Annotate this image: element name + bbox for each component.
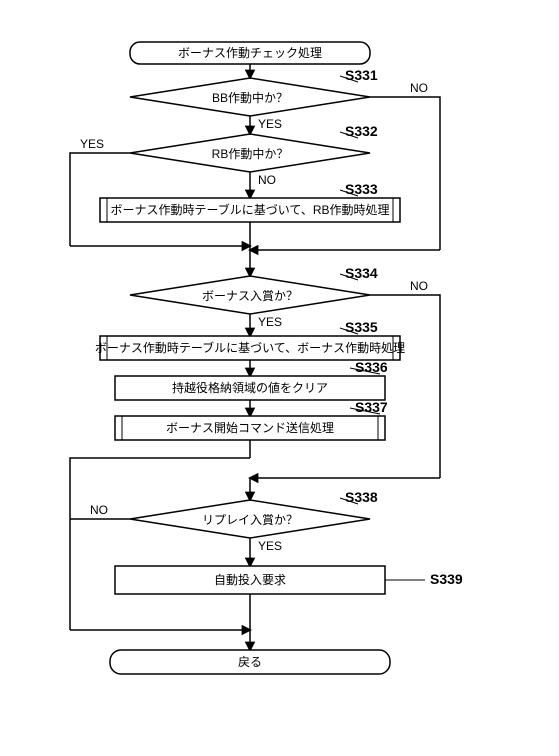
p339-label: S339 bbox=[430, 571, 463, 587]
p335-text: ボーナス作動時テーブルに基づいて、ボーナス作動時処理 bbox=[95, 340, 405, 355]
terminator-start: ボーナス作動チェック処理 bbox=[130, 42, 370, 64]
terminator-return: 戻る bbox=[110, 650, 390, 674]
d332-yes: YES bbox=[80, 137, 104, 151]
p333-label: S333 bbox=[345, 181, 378, 197]
d331-text: BB作動中か？ bbox=[212, 90, 288, 105]
process-s337: ボーナス開始コマンド送信処理 S337 bbox=[115, 399, 388, 440]
d334-no: NO bbox=[410, 279, 428, 293]
d331-label: S331 bbox=[345, 67, 378, 83]
d334-text: ボーナス入賞か？ bbox=[202, 289, 298, 303]
p339-text: 自動投入要求 bbox=[214, 572, 286, 587]
process-s339: 自動投入要求 S339 bbox=[115, 566, 463, 594]
d331-no: NO bbox=[410, 81, 428, 95]
start-text: ボーナス作動チェック処理 bbox=[178, 46, 322, 60]
decision-s332: RB作動中か？ S332 bbox=[130, 123, 378, 172]
flowchart: ボーナス作動チェック処理 BB作動中か？ S331 YES NO RB作動中か？… bbox=[0, 0, 559, 756]
d338-yes: YES bbox=[258, 539, 282, 553]
decision-s331: BB作動中か？ S331 bbox=[130, 67, 378, 116]
p336-text: 持越役格納領域の値をクリア bbox=[172, 380, 328, 395]
return-text: 戻る bbox=[238, 655, 262, 669]
p333-text: ボーナス作動時テーブルに基づいて、RB作動時処理 bbox=[111, 202, 390, 217]
d331-yes: YES bbox=[258, 117, 282, 131]
d338-text: リプレイ入賞か？ bbox=[202, 513, 298, 527]
process-s336: 持越役格納領域の値をクリア S336 bbox=[115, 359, 388, 400]
d332-no: NO bbox=[258, 173, 276, 187]
d334-label: S334 bbox=[345, 265, 378, 281]
p337-text: ボーナス開始コマンド送信処理 bbox=[166, 420, 334, 435]
decision-s334: ボーナス入賞か？ S334 bbox=[130, 265, 378, 314]
p335-label: S335 bbox=[345, 319, 378, 335]
d332-label: S332 bbox=[345, 123, 378, 139]
d338-label: S338 bbox=[345, 489, 378, 505]
d338-no: NO bbox=[90, 503, 108, 517]
d332-text: RB作動中か？ bbox=[212, 146, 289, 161]
decision-s338: リプレイ入賞か？ S338 bbox=[130, 489, 378, 538]
d334-yes: YES bbox=[258, 315, 282, 329]
